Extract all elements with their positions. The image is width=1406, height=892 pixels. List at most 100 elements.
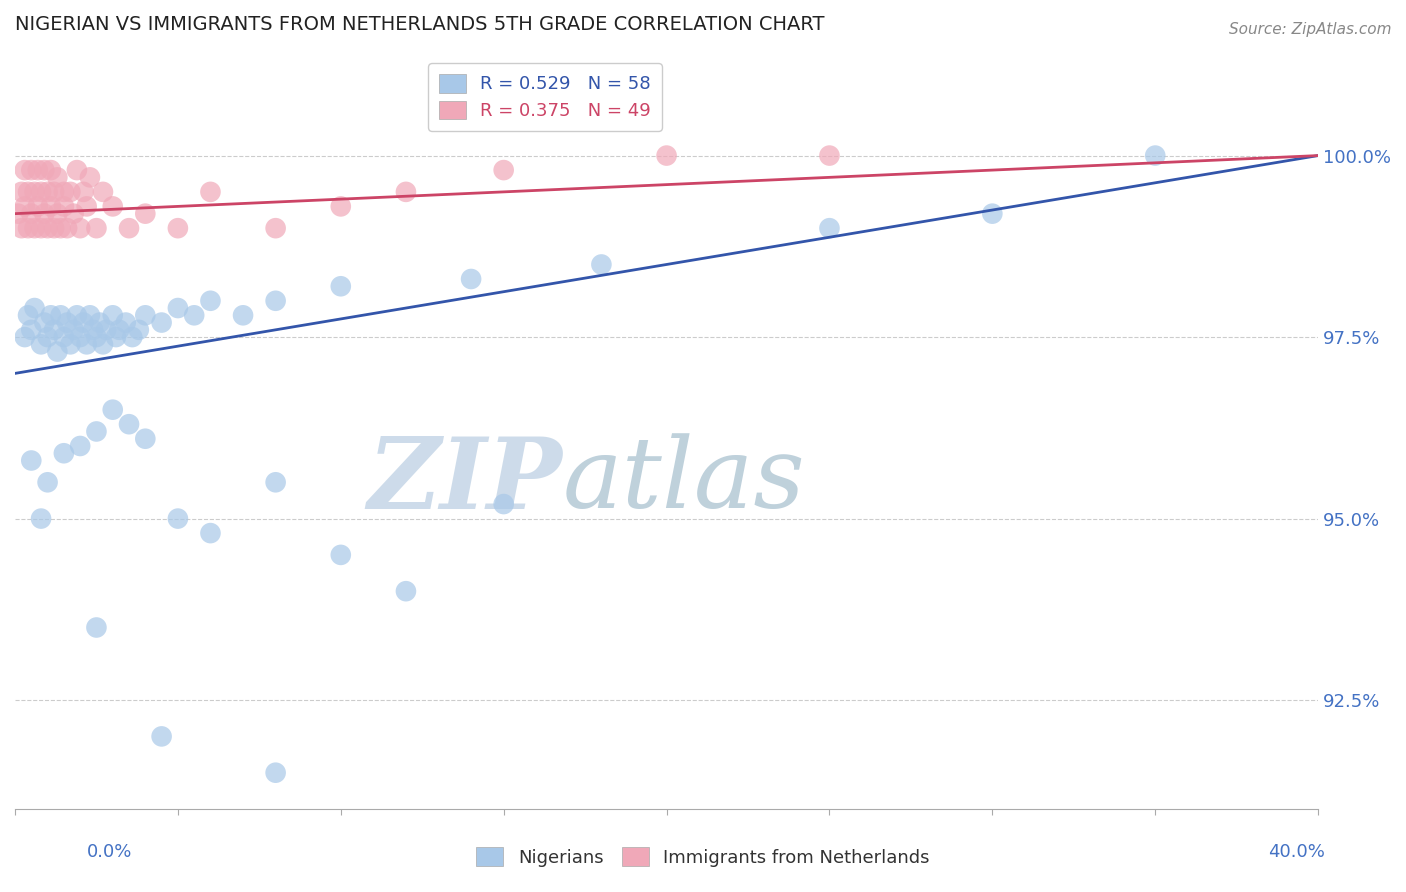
Point xyxy=(27,199,49,213)
Point xyxy=(30,337,52,351)
Point xyxy=(655,148,678,162)
Point xyxy=(20,207,42,221)
Point xyxy=(183,308,205,322)
Point xyxy=(72,185,94,199)
Text: atlas: atlas xyxy=(562,434,806,529)
Point xyxy=(66,308,89,322)
Point xyxy=(52,330,75,344)
Point xyxy=(20,323,42,337)
Point xyxy=(56,316,79,330)
Point xyxy=(264,765,287,780)
Point xyxy=(86,221,108,235)
Point xyxy=(128,323,150,337)
Point xyxy=(591,257,613,271)
Point xyxy=(17,221,39,235)
Point xyxy=(46,170,69,185)
Point xyxy=(86,330,108,344)
Point xyxy=(52,199,75,213)
Point xyxy=(34,316,56,330)
Point xyxy=(264,475,287,490)
Point xyxy=(10,185,32,199)
Point xyxy=(17,185,39,199)
Point xyxy=(17,308,39,322)
Point xyxy=(82,323,104,337)
Point xyxy=(46,344,69,359)
Point xyxy=(167,511,190,525)
Point xyxy=(14,199,37,213)
Point xyxy=(79,308,101,322)
Point xyxy=(150,730,173,744)
Point xyxy=(24,221,46,235)
Point xyxy=(76,199,98,213)
Point xyxy=(59,337,82,351)
Point xyxy=(79,170,101,185)
Point xyxy=(134,432,156,446)
Point xyxy=(104,330,127,344)
Point xyxy=(37,221,59,235)
Point xyxy=(200,293,222,308)
Point xyxy=(49,221,72,235)
Point xyxy=(56,221,79,235)
Point xyxy=(46,207,69,221)
Point xyxy=(150,316,173,330)
Legend: Nigerians, Immigrants from Netherlands: Nigerians, Immigrants from Netherlands xyxy=(470,840,936,874)
Point xyxy=(232,308,254,322)
Point xyxy=(37,330,59,344)
Point xyxy=(7,207,30,221)
Point xyxy=(52,185,75,199)
Point xyxy=(818,148,841,162)
Point xyxy=(101,308,124,322)
Point xyxy=(492,163,515,178)
Text: Source: ZipAtlas.com: Source: ZipAtlas.com xyxy=(1229,22,1392,37)
Point xyxy=(27,163,49,178)
Point xyxy=(62,207,84,221)
Point xyxy=(42,221,65,235)
Point xyxy=(24,301,46,315)
Point xyxy=(39,308,62,322)
Point xyxy=(20,453,42,467)
Point xyxy=(86,620,108,634)
Point xyxy=(59,185,82,199)
Text: 40.0%: 40.0% xyxy=(1268,843,1324,861)
Point xyxy=(395,584,418,599)
Point xyxy=(42,185,65,199)
Point xyxy=(492,497,515,511)
Point xyxy=(264,221,287,235)
Point xyxy=(101,402,124,417)
Point xyxy=(167,221,190,235)
Point xyxy=(167,301,190,315)
Point xyxy=(818,221,841,235)
Point xyxy=(62,323,84,337)
Point xyxy=(76,337,98,351)
Point xyxy=(981,207,1004,221)
Point xyxy=(114,316,136,330)
Point xyxy=(134,207,156,221)
Point xyxy=(86,425,108,439)
Point xyxy=(91,337,114,351)
Point xyxy=(329,548,352,562)
Point xyxy=(72,316,94,330)
Point xyxy=(101,199,124,213)
Point xyxy=(200,526,222,541)
Point xyxy=(91,185,114,199)
Point xyxy=(34,163,56,178)
Point xyxy=(1144,148,1167,162)
Point xyxy=(37,475,59,490)
Legend: R = 0.529   N = 58, R = 0.375   N = 49: R = 0.529 N = 58, R = 0.375 N = 49 xyxy=(427,63,662,131)
Point xyxy=(37,185,59,199)
Point xyxy=(329,279,352,293)
Point xyxy=(39,199,62,213)
Point xyxy=(395,185,418,199)
Point xyxy=(10,221,32,235)
Point xyxy=(69,439,91,453)
Point xyxy=(52,446,75,460)
Text: NIGERIAN VS IMMIGRANTS FROM NETHERLANDS 5TH GRADE CORRELATION CHART: NIGERIAN VS IMMIGRANTS FROM NETHERLANDS … xyxy=(15,15,824,34)
Point xyxy=(66,163,89,178)
Point xyxy=(39,163,62,178)
Point xyxy=(14,330,37,344)
Point xyxy=(69,330,91,344)
Point xyxy=(69,221,91,235)
Text: ZIP: ZIP xyxy=(367,433,562,530)
Point xyxy=(20,163,42,178)
Point xyxy=(34,207,56,221)
